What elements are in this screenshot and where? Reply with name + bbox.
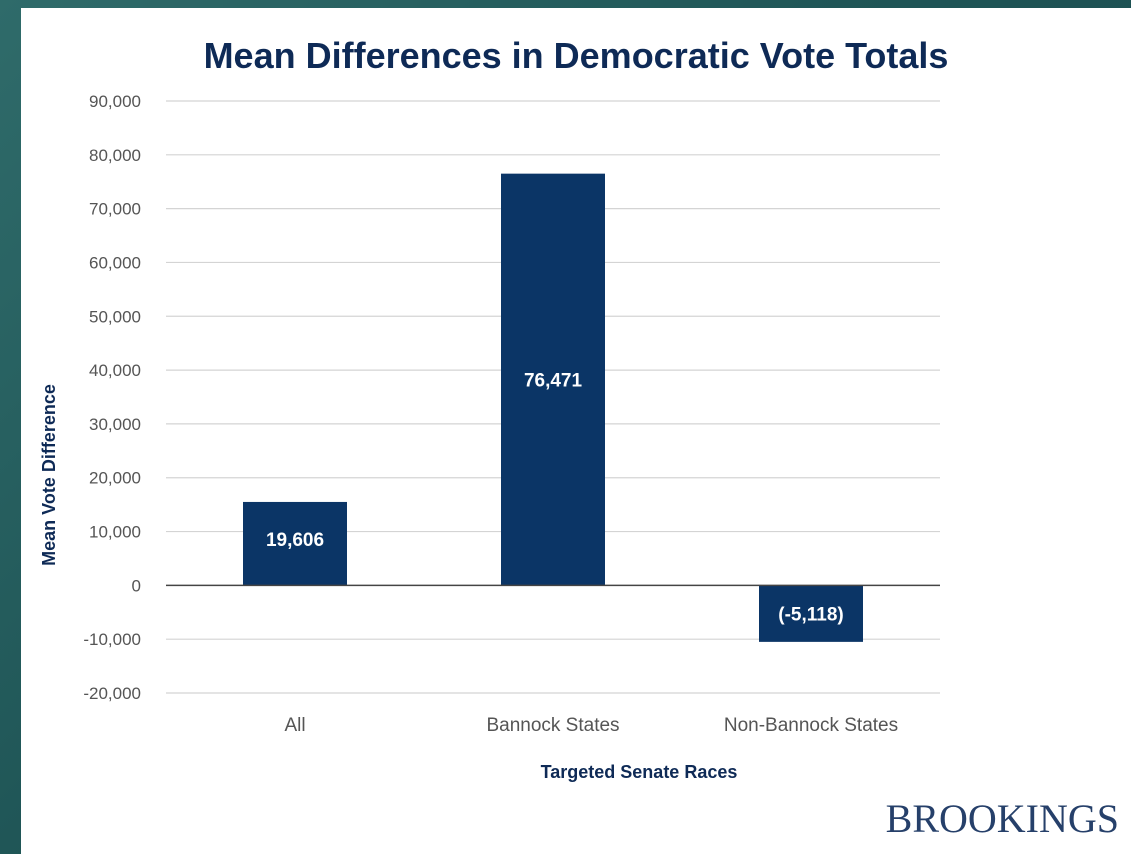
- category-label: Non-Bannock States: [724, 715, 898, 736]
- category-label: All: [284, 715, 305, 736]
- category-label: Bannock States: [486, 715, 619, 736]
- bar-chart: 90,000 80,000 70,000 60,000 50,000 40,000 30,0…: [39, 92, 940, 782]
- data-label: 19,606: [266, 530, 324, 551]
- y-tick-label: 50,000: [89, 307, 141, 326]
- y-tick-label: -10,000: [83, 630, 141, 649]
- chart-title-text: Mean Differences in Democratic Vote Tota…: [203, 35, 949, 76]
- y-tick-label: 70,000: [89, 200, 141, 219]
- y-tick-label: 10,000: [89, 523, 141, 542]
- bars: [243, 173, 863, 642]
- bar-bannock-states: [501, 173, 605, 586]
- y-tick-label: 0: [132, 576, 141, 595]
- chart-panel: 90,000 80,000 70,000 60,000 50,000 40,000 30,0…: [21, 8, 1131, 854]
- y-tick-label: 90,000: [89, 92, 141, 111]
- y-tick-labels: 90,000 80,000 70,000 60,000 50,000 40,000 30,0…: [83, 92, 141, 703]
- data-labels: 19,606 76,471 (-5,118): [266, 371, 844, 626]
- chart-title: Mean Differences in Democratic Vote Tota…: [171, 30, 981, 81]
- data-label: (-5,118): [778, 605, 843, 626]
- y-tick-label: -20,000: [83, 684, 141, 703]
- y-tick-label: 20,000: [89, 469, 141, 488]
- x-axis-title: Targeted Senate Races: [541, 762, 738, 782]
- y-tick-label: 30,000: [89, 415, 141, 434]
- y-tick-label: 60,000: [89, 253, 141, 272]
- bar-all: [243, 501, 347, 586]
- bar-non-bannock-states: [759, 585, 863, 642]
- y-tick-label: 40,000: [89, 361, 141, 380]
- category-labels: All Bannock States Non-Bannock States: [284, 715, 898, 736]
- y-tick-label: 80,000: [89, 146, 141, 165]
- y-axis-title: Mean Vote Difference: [39, 384, 59, 566]
- data-label: 76,471: [524, 371, 583, 392]
- brookings-logo: BROOKINGS: [885, 796, 1119, 841]
